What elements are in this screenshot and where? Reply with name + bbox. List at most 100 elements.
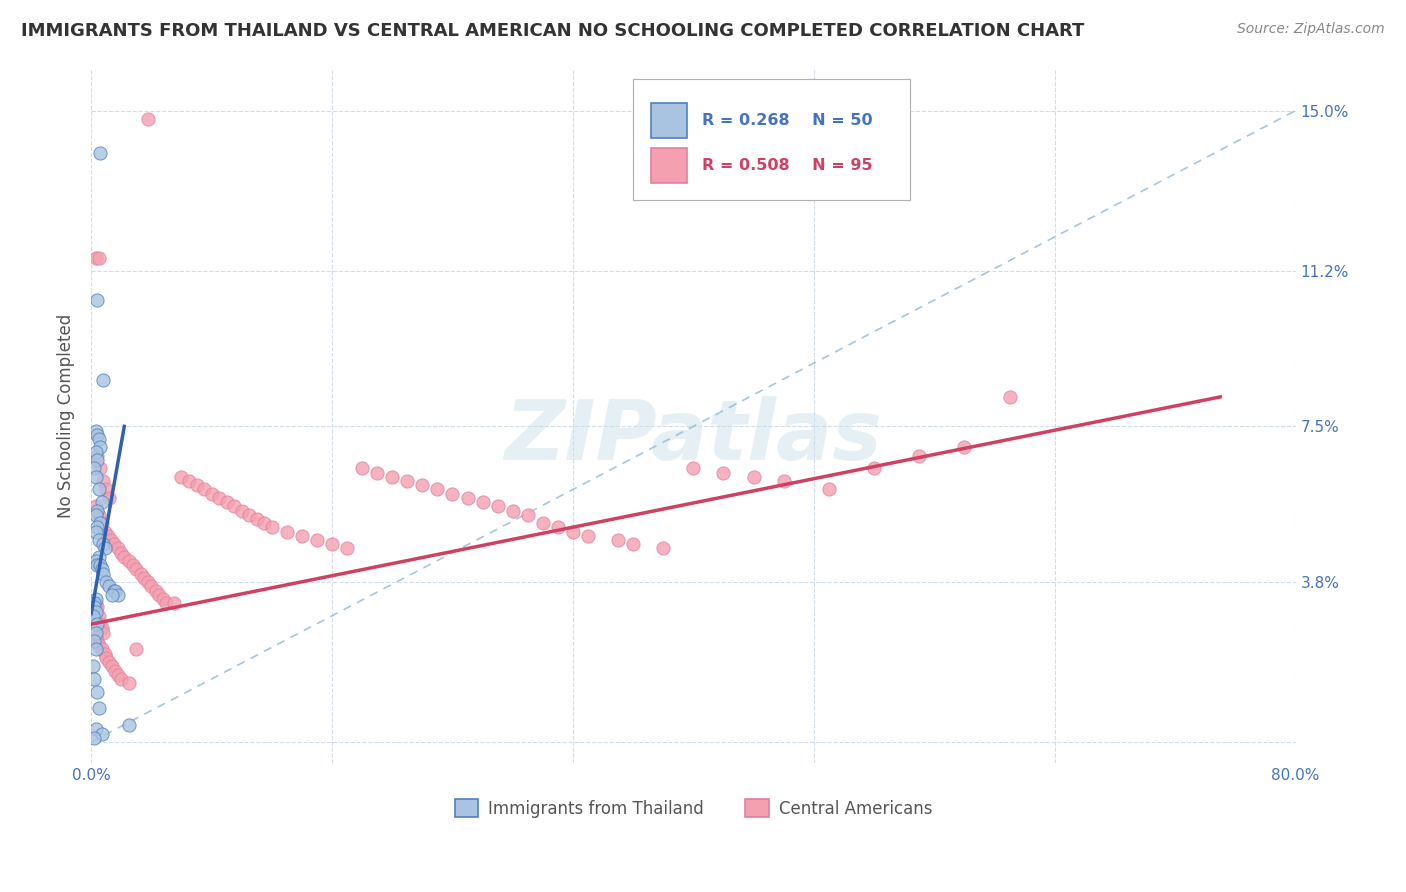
- Point: [90, 622, 112, 636]
- Point: [352, 461, 374, 475]
- Point: [125, 642, 148, 657]
- Point: [238, 508, 260, 522]
- Point: [652, 541, 675, 556]
- Point: [86, 449, 108, 463]
- Point: [83, 600, 105, 615]
- Text: IMMIGRANTS FROM THAILAND VS CENTRAL AMERICAN NO SCHOOLING COMPLETED CORRELATION : IMMIGRANTS FROM THAILAND VS CENTRAL AMER…: [21, 22, 1084, 40]
- Point: [98, 491, 121, 505]
- Point: [231, 503, 253, 517]
- Point: [276, 524, 298, 539]
- Point: [193, 483, 215, 497]
- Point: [96, 575, 118, 590]
- Point: [93, 524, 115, 539]
- Point: [87, 432, 110, 446]
- Point: [107, 588, 129, 602]
- Point: [83, 672, 105, 686]
- Point: [84, 524, 107, 539]
- Point: [253, 516, 276, 531]
- Point: [818, 483, 841, 497]
- Point: [89, 617, 111, 632]
- Point: [90, 726, 112, 740]
- Text: ZIPatlas: ZIPatlas: [505, 396, 883, 477]
- Point: [682, 461, 704, 475]
- Point: [89, 145, 111, 160]
- FancyBboxPatch shape: [633, 78, 910, 201]
- Point: [89, 461, 111, 475]
- Point: [84, 554, 107, 568]
- Point: [86, 600, 108, 615]
- Point: [84, 508, 107, 522]
- Point: [103, 537, 125, 551]
- Point: [87, 608, 110, 623]
- Point: [91, 373, 114, 387]
- Point: [82, 659, 104, 673]
- Point: [84, 605, 107, 619]
- Point: [336, 541, 359, 556]
- Point: [998, 390, 1021, 404]
- Point: [107, 667, 129, 681]
- Point: [260, 520, 283, 534]
- Point: [84, 424, 107, 438]
- Point: [215, 495, 238, 509]
- Point: [84, 625, 107, 640]
- Point: [163, 596, 186, 610]
- Point: [101, 659, 124, 673]
- FancyBboxPatch shape: [651, 103, 688, 138]
- Point: [186, 478, 208, 492]
- Point: [84, 444, 107, 458]
- Point: [83, 634, 105, 648]
- Point: [84, 642, 107, 657]
- Text: R = 0.508    N = 95: R = 0.508 N = 95: [702, 158, 873, 173]
- Point: [170, 470, 193, 484]
- Point: [104, 583, 127, 598]
- Point: [100, 533, 122, 547]
- Point: [90, 562, 112, 576]
- Point: [576, 529, 599, 543]
- Text: Source: ZipAtlas.com: Source: ZipAtlas.com: [1237, 22, 1385, 37]
- Point: [321, 537, 343, 551]
- Point: [82, 608, 104, 623]
- Point: [110, 546, 132, 560]
- Point: [91, 625, 114, 640]
- Point: [89, 558, 111, 573]
- Point: [84, 723, 107, 737]
- Point: [141, 579, 163, 593]
- Point: [200, 486, 222, 500]
- Point: [91, 566, 114, 581]
- Point: [713, 466, 735, 480]
- Text: R = 0.268    N = 50: R = 0.268 N = 50: [702, 113, 873, 128]
- Point: [129, 566, 152, 581]
- Point: [84, 470, 107, 484]
- Point: [86, 617, 108, 632]
- Point: [83, 731, 105, 745]
- Point: [93, 647, 115, 661]
- Point: [224, 500, 246, 514]
- Point: [138, 575, 160, 590]
- Point: [87, 701, 110, 715]
- Point: [86, 427, 108, 442]
- Point: [101, 588, 124, 602]
- Point: [411, 478, 433, 492]
- Point: [772, 474, 794, 488]
- Point: [90, 495, 112, 509]
- Point: [87, 483, 110, 497]
- Point: [87, 549, 110, 564]
- Point: [93, 541, 115, 556]
- Point: [457, 491, 479, 505]
- Point: [863, 461, 886, 475]
- Point: [426, 483, 449, 497]
- Point: [90, 516, 112, 531]
- Point: [148, 588, 170, 602]
- Point: [86, 503, 108, 517]
- Point: [396, 474, 419, 488]
- Point: [91, 474, 114, 488]
- Point: [122, 558, 145, 573]
- Point: [291, 529, 314, 543]
- Point: [246, 512, 269, 526]
- Point: [86, 634, 108, 648]
- Point: [366, 466, 388, 480]
- Point: [381, 470, 404, 484]
- Point: [502, 503, 524, 517]
- Point: [84, 251, 107, 265]
- Legend: Immigrants from Thailand, Central Americans: Immigrants from Thailand, Central Americ…: [449, 793, 939, 824]
